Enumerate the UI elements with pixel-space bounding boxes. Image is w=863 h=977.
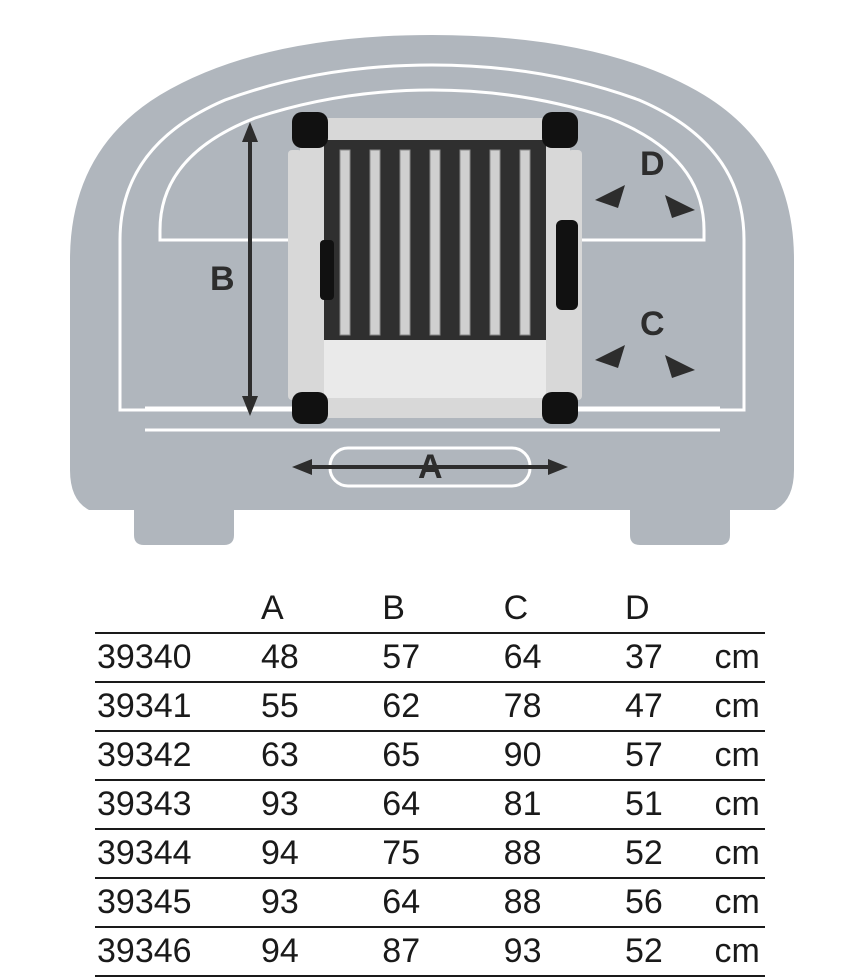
table: A B C D 3934048576437cm3934155627847cm39…	[95, 585, 765, 977]
cell-unit: cm	[712, 731, 765, 780]
cell-b: 57	[380, 633, 501, 682]
cell-d: 51	[623, 780, 712, 829]
cell-c: 93	[502, 927, 623, 976]
label-b: B	[210, 260, 235, 298]
cell-b: 87	[380, 927, 501, 976]
cell-d: 52	[623, 927, 712, 976]
cell-d: 47	[623, 682, 712, 731]
cell-c: 88	[502, 878, 623, 927]
dimension-table: A B C D 3934048576437cm3934155627847cm39…	[95, 585, 765, 977]
exhaust	[135, 515, 155, 535]
exhaust	[158, 515, 178, 535]
table-row: 3934048576437cm	[95, 633, 765, 682]
col-b: B	[380, 585, 501, 633]
cell-id: 39340	[95, 633, 259, 682]
cell-unit: cm	[712, 878, 765, 927]
cell-id: 39342	[95, 731, 259, 780]
table-row: 3934593648856cm	[95, 878, 765, 927]
cell-unit: cm	[712, 829, 765, 878]
cell-b: 75	[380, 829, 501, 878]
cell-unit: cm	[712, 927, 765, 976]
cell-a: 94	[259, 927, 380, 976]
cell-c: 78	[502, 682, 623, 731]
label-c: C	[640, 305, 665, 343]
cell-c: 64	[502, 633, 623, 682]
cell-c: 88	[502, 829, 623, 878]
label-d: D	[640, 145, 665, 183]
cell-d: 57	[623, 731, 712, 780]
table-row: 3934494758852cm	[95, 829, 765, 878]
cell-a: 63	[259, 731, 380, 780]
cell-a: 48	[259, 633, 380, 682]
cell-d: 37	[623, 633, 712, 682]
cell-id: 39343	[95, 780, 259, 829]
cell-b: 62	[380, 682, 501, 731]
cell-id: 39344	[95, 829, 259, 878]
col-c: C	[502, 585, 623, 633]
cell-b: 64	[380, 878, 501, 927]
col-a: A	[259, 585, 380, 633]
crate	[288, 112, 582, 424]
cell-b: 64	[380, 780, 501, 829]
table-row: 3934155627847cm	[95, 682, 765, 731]
table-row: 3934263659057cm	[95, 731, 765, 780]
cell-c: 81	[502, 780, 623, 829]
cell-id: 39346	[95, 927, 259, 976]
car-crate-diagram: B A C D	[0, 0, 863, 560]
col-unit	[712, 585, 765, 633]
table-row: 3934393648151cm	[95, 780, 765, 829]
table-header: A B C D	[95, 585, 765, 633]
cell-a: 55	[259, 682, 380, 731]
cell-a: 94	[259, 829, 380, 878]
cell-b: 65	[380, 731, 501, 780]
cell-unit: cm	[712, 780, 765, 829]
cell-id: 39341	[95, 682, 259, 731]
cell-d: 52	[623, 829, 712, 878]
page: B A C D	[0, 0, 863, 960]
cell-unit: cm	[712, 682, 765, 731]
cell-unit: cm	[712, 633, 765, 682]
col-id	[95, 585, 259, 633]
table-row: 3934694879352cm	[95, 927, 765, 976]
cell-a: 93	[259, 780, 380, 829]
cell-d: 56	[623, 878, 712, 927]
cell-c: 90	[502, 731, 623, 780]
cell-id: 39345	[95, 878, 259, 927]
cell-a: 93	[259, 878, 380, 927]
col-d: D	[623, 585, 712, 633]
label-a: A	[418, 448, 443, 486]
